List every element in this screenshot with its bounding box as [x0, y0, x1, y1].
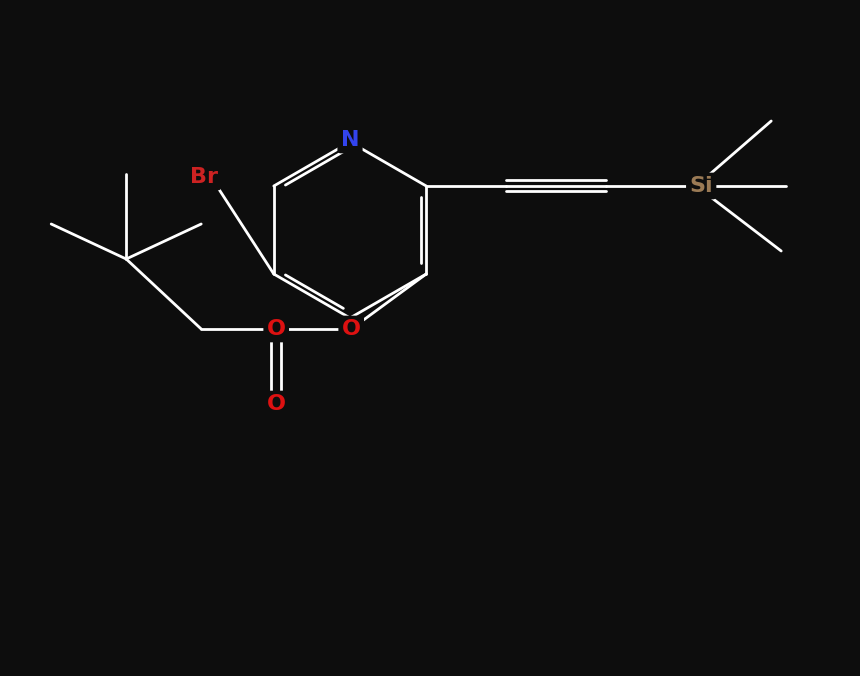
Text: Br: Br [190, 167, 218, 187]
Text: O: O [341, 319, 360, 339]
Text: Si: Si [690, 176, 713, 196]
Text: O: O [267, 394, 286, 414]
Text: N: N [341, 130, 359, 150]
Text: O: O [267, 319, 286, 339]
